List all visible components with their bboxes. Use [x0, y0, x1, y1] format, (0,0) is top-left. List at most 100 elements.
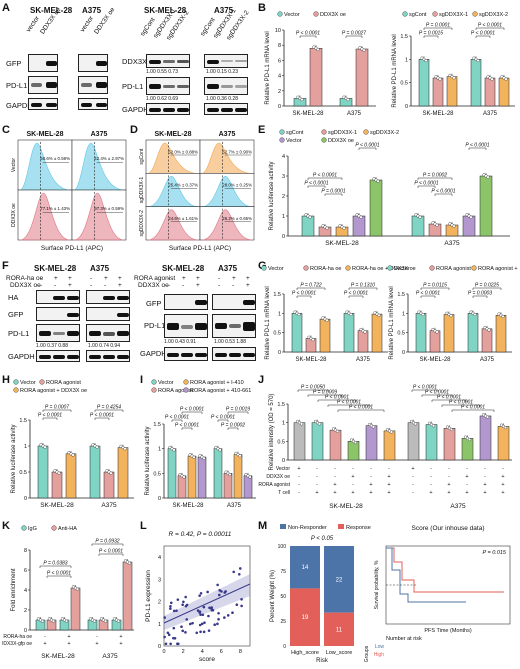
- y-tick-label: 8: [24, 548, 27, 554]
- y-tick-label: 4: [282, 154, 285, 160]
- bar: [324, 612, 354, 646]
- data-point: [200, 622, 204, 626]
- data-point: [376, 179, 380, 183]
- significance-bracket: [468, 147, 487, 150]
- p-value: P = 0.0001: [321, 189, 345, 195]
- western-blot: [212, 347, 256, 361]
- significance-bracket: [46, 575, 72, 578]
- bar: [497, 426, 510, 461]
- treatment-sign: +: [119, 634, 122, 640]
- y-tick-label: 8: [278, 43, 281, 49]
- panel-label-b: B: [258, 2, 266, 14]
- x-tick-label: A375: [444, 240, 460, 247]
- bar: [37, 445, 49, 499]
- bar: [117, 447, 129, 499]
- blot-label: GAPDH: [140, 349, 167, 358]
- legend-label: Non-Responder: [288, 525, 327, 531]
- y-tick-label: 1.5: [400, 34, 408, 40]
- western-blot: [28, 98, 58, 110]
- p-value: P = 0.0225: [475, 283, 499, 289]
- treatment-sign: +: [447, 490, 450, 496]
- data-point: [467, 437, 472, 442]
- x-tick-label: A375: [356, 357, 371, 363]
- western-blot: [86, 324, 130, 342]
- x-tick-label: 2: [182, 649, 185, 655]
- data-point: [238, 567, 242, 570]
- risk-row-label: Low: [375, 644, 385, 650]
- legend-label: IgG: [28, 526, 37, 532]
- gate-percentage: 52.7% ± 0.90%: [222, 149, 252, 154]
- significance-bracket: [181, 427, 193, 430]
- row-label: DDX3X oe: [11, 203, 17, 227]
- quant-pdl1-left: 1.00 0.62 0.69: [146, 96, 178, 102]
- data-point: [449, 427, 454, 432]
- y-tick-label: 2: [278, 89, 281, 95]
- data-point: [377, 313, 381, 317]
- p-value: P = 0.0019: [226, 407, 250, 413]
- legend-label: RORA-ha oe + DDX3X oe: [352, 266, 416, 272]
- p-value: P = 0.0007: [45, 405, 69, 411]
- y-tick-label: 4: [278, 74, 281, 80]
- significance-bracket: [345, 35, 363, 38]
- legend-marker: [151, 387, 157, 393]
- survival-curve-high: [386, 547, 504, 593]
- bar: [89, 445, 101, 499]
- data-point: [226, 614, 230, 617]
- p-value: P < 0.0001: [296, 31, 320, 37]
- treatment-sign: -: [232, 282, 235, 289]
- treatment-sign: +: [297, 466, 300, 472]
- p-value: P < 0.0001: [99, 549, 123, 555]
- row-label: RORA agonist: [134, 275, 176, 282]
- data-point: [248, 475, 252, 479]
- p-value: P = 0.0003: [468, 291, 492, 297]
- bar: [461, 438, 474, 461]
- data-point: [363, 330, 367, 334]
- confidence-band: [164, 574, 250, 630]
- y-tick-label: 6: [278, 58, 281, 64]
- treatment-sign: -: [316, 466, 318, 472]
- data-point: [213, 623, 216, 627]
- treatment-sign: +: [68, 275, 72, 282]
- y-tick-label: 0.5: [277, 439, 285, 445]
- data-point: [362, 48, 366, 52]
- bar: [479, 175, 493, 237]
- data-point: [181, 603, 184, 607]
- significance-bracket: [327, 404, 371, 407]
- data-point: [169, 601, 173, 605]
- significance-bracket: [358, 147, 377, 150]
- significance-bracket: [348, 295, 364, 298]
- bar-count: 14: [302, 565, 309, 571]
- data-point: [202, 456, 206, 460]
- legend-marker: [151, 379, 157, 385]
- y-tick-label: 6: [24, 568, 27, 574]
- p-value: P < 0.0001: [313, 173, 337, 179]
- p-value: P < 0.0001: [90, 413, 114, 419]
- x-tick-label: SK-MEL-28: [292, 111, 324, 117]
- y-tick-label: 3: [282, 174, 285, 180]
- y-tick-label: 1: [282, 214, 285, 220]
- p-value: P < 0.0001: [465, 143, 489, 149]
- p-value: P < 0.0001: [416, 291, 440, 297]
- bar: [343, 313, 355, 353]
- data-point: [317, 422, 322, 426]
- data-point: [196, 609, 200, 612]
- legend-label: sgDDX3X-1: [439, 12, 468, 18]
- cell-label: A375: [218, 264, 238, 273]
- legend-marker: [279, 129, 285, 135]
- treatment-sign: +: [68, 282, 72, 289]
- cell-label: SK-MEL-28: [27, 131, 64, 138]
- p-value: P = 0.4254: [97, 405, 121, 411]
- x-axis-label: Risk: [316, 658, 329, 664]
- data-point: [184, 631, 187, 634]
- p-value: P < 0.0001: [349, 405, 373, 411]
- y-tick-label: 0.5: [273, 331, 281, 337]
- bar: [290, 588, 320, 646]
- quant-pdl1: 1.00 0.74 0.94: [88, 343, 120, 349]
- treatment-sign: -: [316, 482, 318, 488]
- gate-percentage: 26.2% ± 0.65%: [222, 216, 252, 221]
- x-tick-label: A375: [101, 502, 117, 509]
- data-point: [185, 618, 189, 621]
- treatment-sign: -: [484, 474, 486, 480]
- data-point: [95, 445, 99, 449]
- bar: [411, 215, 425, 237]
